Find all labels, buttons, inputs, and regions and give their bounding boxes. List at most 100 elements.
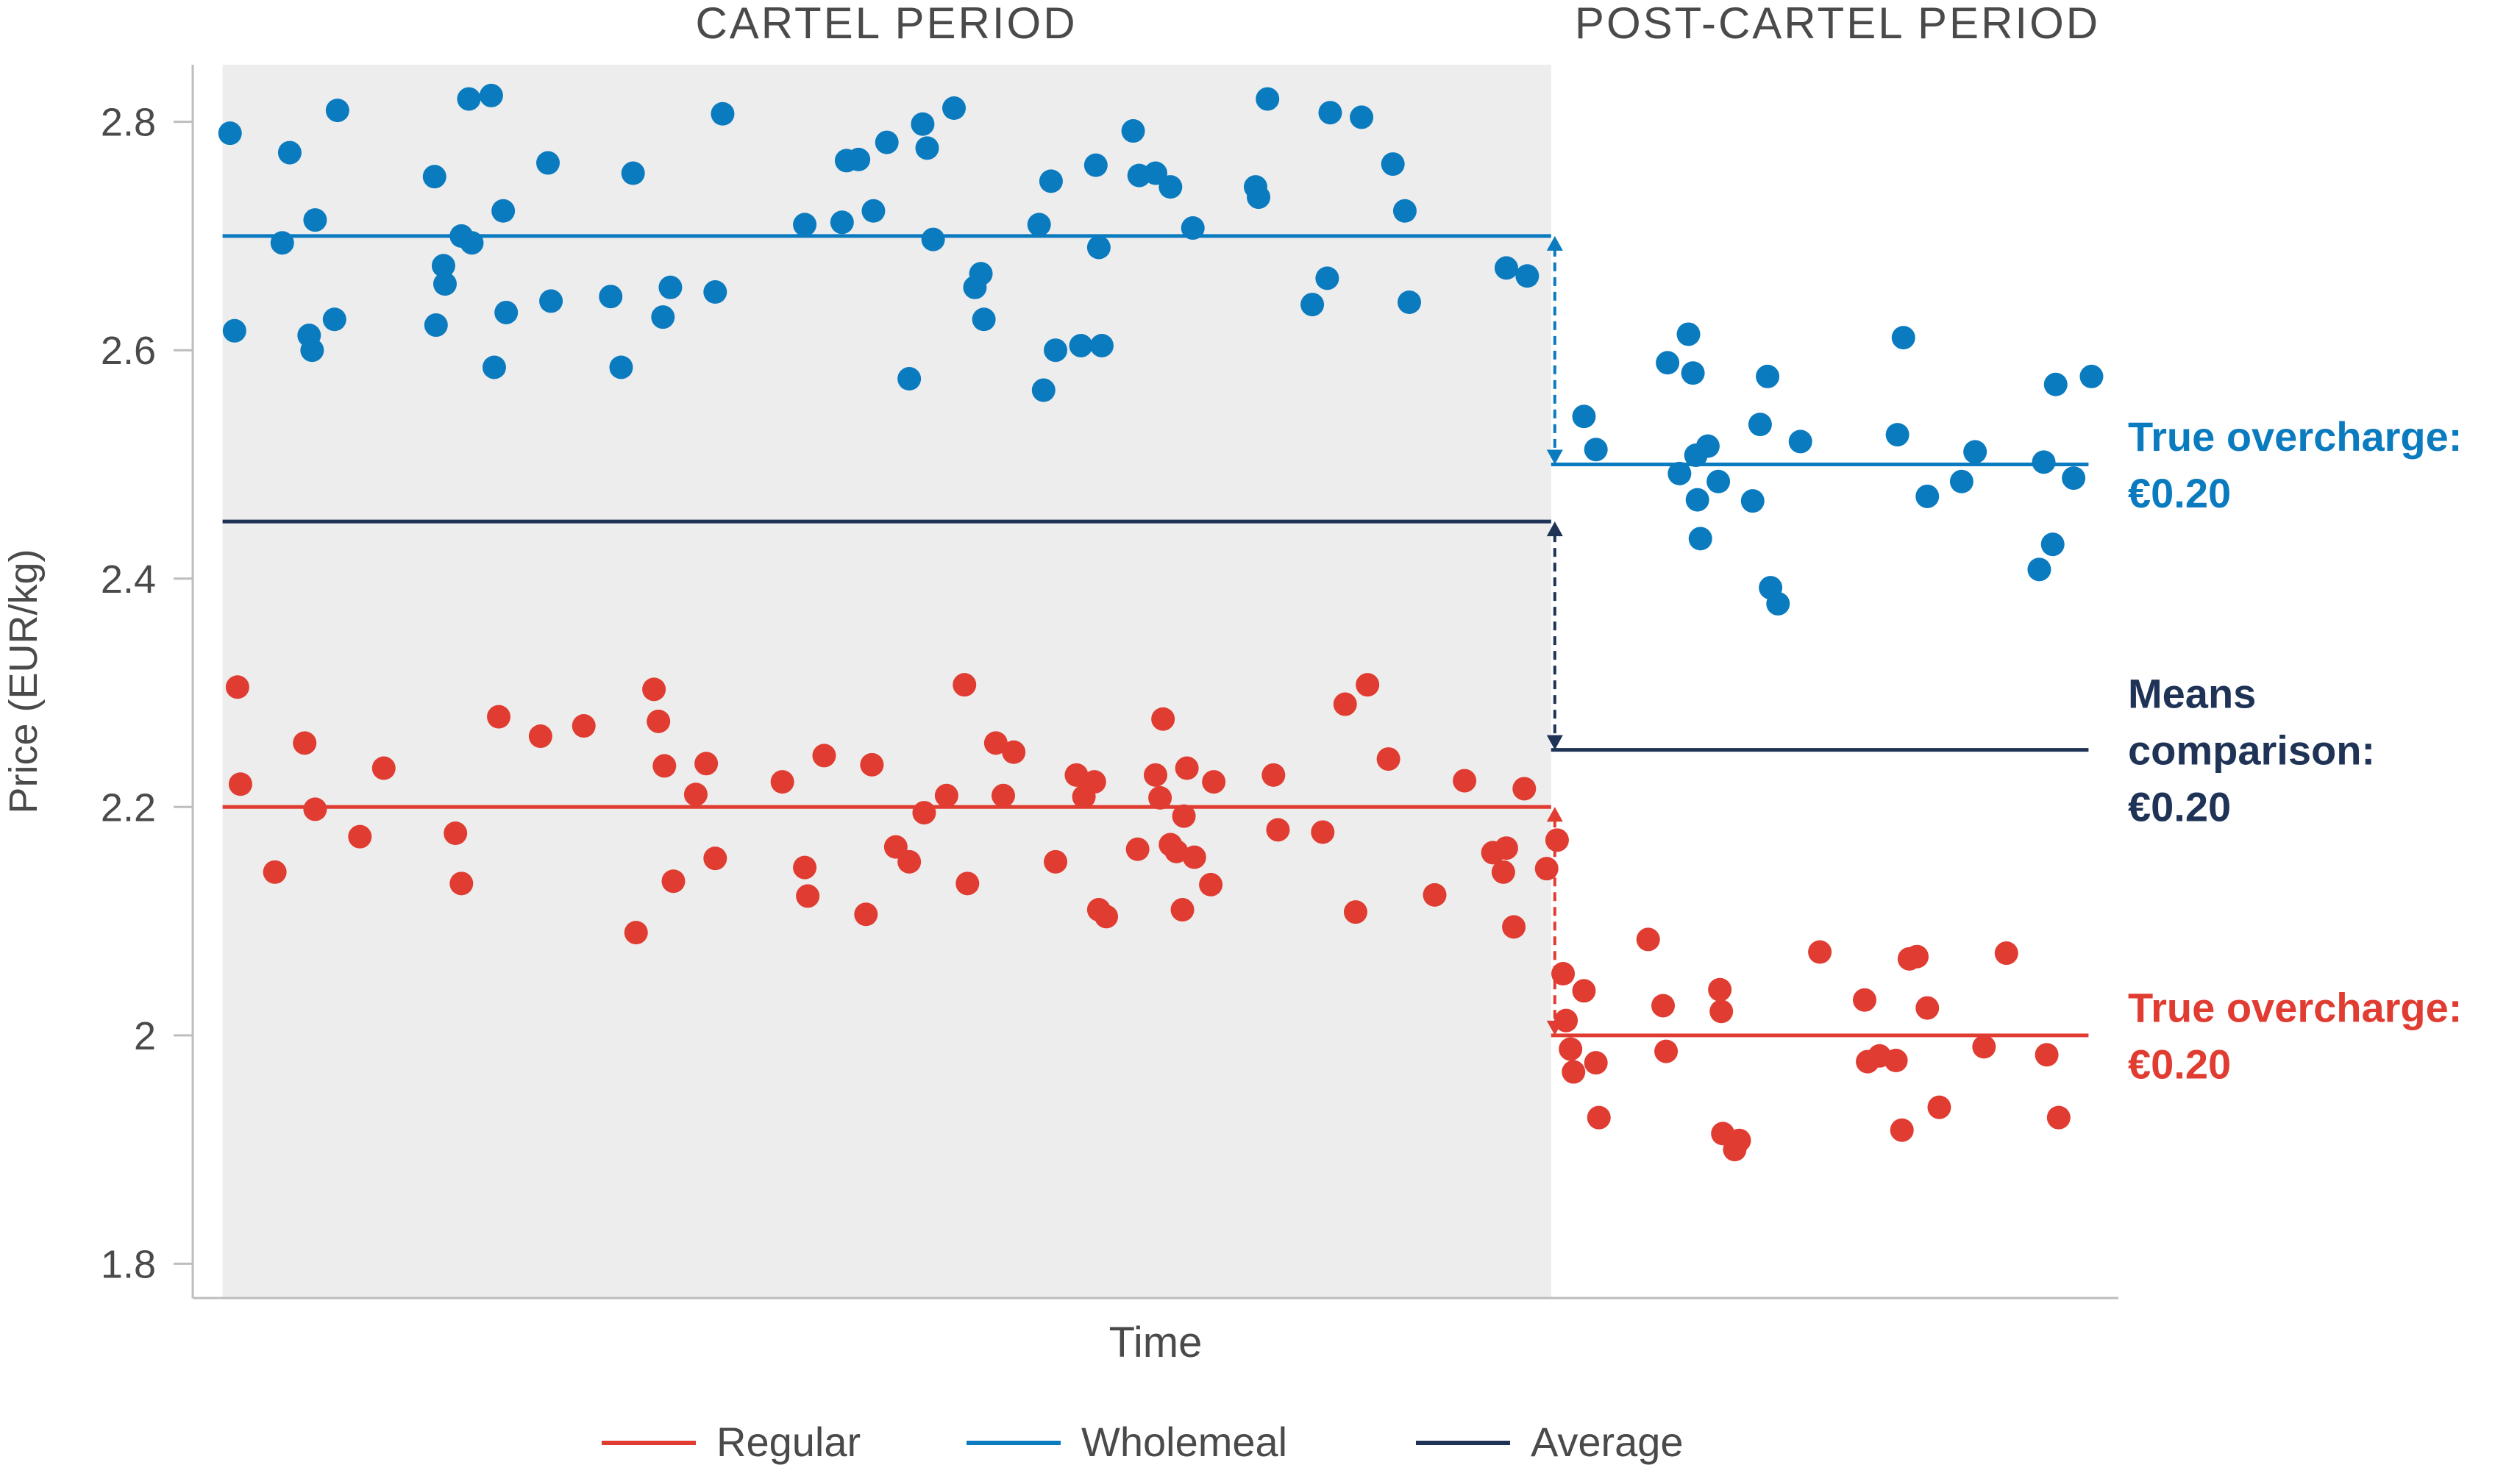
point-regular xyxy=(225,675,249,699)
point-regular xyxy=(1095,905,1119,929)
point-regular xyxy=(1972,1035,1996,1059)
point-wholemeal xyxy=(1688,527,1712,551)
point-wholemeal xyxy=(651,305,675,329)
period-label-0: CARTEL PERIOD xyxy=(695,0,1077,48)
legend-label-regular: Regular xyxy=(716,1419,861,1465)
period-label-1: POST-CARTEL PERIOD xyxy=(1575,0,2100,48)
point-wholemeal xyxy=(1572,404,1596,429)
point-regular xyxy=(1502,915,1526,939)
point-wholemeal xyxy=(482,355,506,379)
point-regular xyxy=(2046,1105,2071,1130)
point-wholemeal xyxy=(491,199,516,223)
point-wholemeal xyxy=(1027,213,1051,237)
point-regular xyxy=(953,673,977,697)
point-regular xyxy=(1884,1049,1908,1073)
point-wholemeal xyxy=(1069,333,1093,357)
point-wholemeal xyxy=(972,307,996,332)
point-wholemeal xyxy=(1748,413,1772,437)
point-wholemeal xyxy=(1685,488,1709,512)
point-wholemeal xyxy=(875,130,899,154)
point-regular xyxy=(1144,763,1167,787)
point-regular xyxy=(983,731,1008,755)
annotation-average-line-2: €0.20 xyxy=(2128,784,2231,830)
point-regular xyxy=(703,846,727,871)
point-wholemeal xyxy=(1494,256,1518,280)
point-wholemeal xyxy=(1256,87,1280,111)
point-wholemeal xyxy=(711,101,735,126)
point-regular xyxy=(1170,898,1195,922)
point-regular xyxy=(1356,673,1380,697)
point-wholemeal xyxy=(969,262,993,286)
point-wholemeal xyxy=(1766,591,1790,616)
point-wholemeal xyxy=(599,285,623,309)
point-wholemeal xyxy=(539,289,563,313)
point-wholemeal xyxy=(1083,153,1108,177)
annotation-wholemeal-line-0: True overcharge: xyxy=(2128,413,2462,460)
point-wholemeal xyxy=(2040,532,2065,557)
point-regular xyxy=(1082,770,1106,794)
overcharge-arrow-head-down-0 xyxy=(1546,449,1563,465)
point-regular xyxy=(1927,1095,1951,1119)
point-regular xyxy=(1494,836,1518,860)
point-wholemeal xyxy=(1891,326,1915,350)
point-regular xyxy=(1376,747,1400,771)
point-wholemeal xyxy=(277,140,302,165)
point-regular xyxy=(1584,1051,1608,1075)
point-wholemeal xyxy=(494,300,519,324)
point-wholemeal xyxy=(847,147,871,171)
annotation-regular-line-1: €0.20 xyxy=(2128,1041,2231,1087)
point-wholemeal xyxy=(1031,378,1056,402)
point-wholemeal xyxy=(1695,434,1720,458)
point-wholemeal xyxy=(1706,469,1731,493)
point-wholemeal xyxy=(1144,161,1167,185)
point-regular xyxy=(934,783,958,807)
point-wholemeal xyxy=(1963,440,1987,464)
point-wholemeal xyxy=(1885,423,1909,447)
point-regular xyxy=(303,797,327,821)
y-tick-label: 2.8 xyxy=(101,101,156,145)
point-wholemeal xyxy=(303,208,327,232)
y-tick-label: 2 xyxy=(134,1014,156,1058)
point-regular xyxy=(487,705,511,729)
y-tick-label: 2.6 xyxy=(101,329,156,373)
point-regular xyxy=(1572,979,1596,1003)
point-wholemeal xyxy=(1392,199,1417,223)
point-wholemeal xyxy=(479,83,503,107)
point-regular xyxy=(1064,763,1089,787)
point-regular xyxy=(1905,944,1929,969)
point-regular xyxy=(228,772,252,796)
point-regular xyxy=(1545,828,1569,852)
point-regular xyxy=(572,714,596,738)
point-regular xyxy=(1534,857,1559,881)
point-regular xyxy=(991,783,1015,807)
point-wholemeal xyxy=(457,87,481,111)
annotation-regular-line-0: True overcharge: xyxy=(2128,984,2462,1030)
point-regular xyxy=(1002,740,1026,764)
point-regular xyxy=(624,921,648,945)
point-regular xyxy=(1423,883,1447,907)
point-wholemeal xyxy=(915,136,939,160)
point-wholemeal xyxy=(1681,361,1705,385)
point-regular xyxy=(1125,837,1150,861)
annotation-wholemeal-line-1: €0.20 xyxy=(2128,470,2231,516)
point-regular xyxy=(293,731,317,755)
point-wholemeal xyxy=(325,99,349,123)
x-axis-title: Time xyxy=(1109,1319,1203,1366)
point-wholemeal xyxy=(658,275,683,299)
point-wholemeal xyxy=(1039,169,1063,193)
point-regular xyxy=(1559,1037,1583,1061)
point-wholemeal xyxy=(2032,450,2056,474)
point-regular xyxy=(1651,994,1676,1018)
legend-label-average: Average xyxy=(1531,1419,1684,1465)
point-regular xyxy=(1172,804,1196,828)
point-wholemeal xyxy=(911,112,935,136)
point-regular xyxy=(770,770,794,794)
point-regular xyxy=(1915,996,1940,1020)
point-regular xyxy=(694,752,719,776)
annotation-average-line-1: comparison: xyxy=(2128,727,2375,774)
point-wholemeal xyxy=(300,338,324,363)
point-regular xyxy=(661,869,686,894)
point-regular xyxy=(528,724,552,749)
point-wholemeal xyxy=(322,307,346,332)
